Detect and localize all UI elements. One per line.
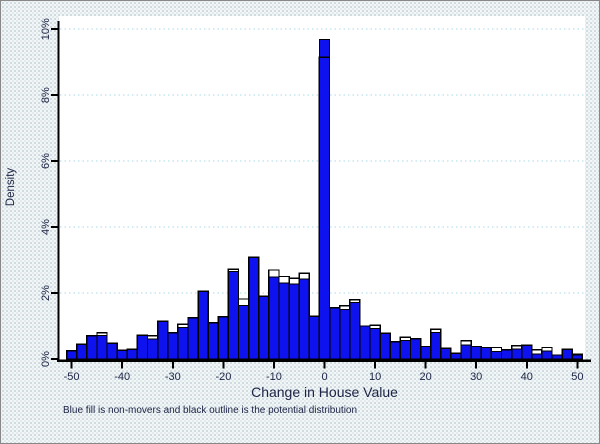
histogram-bar-blue: [450, 352, 462, 360]
histogram-bar-blue: [187, 317, 199, 360]
histogram-bar-blue: [389, 341, 401, 360]
histogram-bar-blue: [318, 39, 330, 360]
histogram-bar-blue: [136, 334, 148, 360]
x-tick-label: -20: [215, 371, 231, 383]
histogram-bar-blue: [379, 332, 391, 360]
histogram-bar-outline: [318, 56, 331, 360]
histogram-bar-blue: [248, 256, 260, 360]
histogram-bar-blue: [217, 316, 229, 360]
histogram-bar-blue: [349, 301, 361, 360]
histogram-bar-blue: [359, 325, 371, 360]
histogram-bar-blue: [511, 348, 523, 360]
histogram-bar-blue: [369, 328, 381, 360]
histogram-bar-blue: [339, 309, 351, 360]
histogram-bar-blue: [197, 290, 209, 360]
histogram-bar-blue: [490, 351, 502, 360]
histogram-bar-blue: [399, 340, 411, 360]
histogram-bar-blue: [76, 343, 88, 360]
histogram-bar-blue: [126, 348, 138, 360]
histogram-bar-blue: [501, 349, 513, 360]
x-tick-label: 0: [321, 371, 327, 383]
histogram-bar-blue: [480, 347, 492, 360]
histogram-bar-blue: [531, 353, 543, 360]
histogram-bar-blue: [106, 342, 118, 360]
x-tick-label: 20: [419, 371, 431, 383]
histogram-bar-blue: [268, 276, 280, 360]
histogram-bar-blue: [470, 346, 482, 360]
y-tick-label: 8%: [40, 87, 52, 103]
x-tick-label: 30: [470, 371, 482, 383]
y-tick-label: 4%: [40, 219, 52, 235]
histogram-bar-blue: [420, 346, 432, 360]
histogram-bar-blue: [288, 283, 300, 360]
histogram-bar-blue: [329, 307, 341, 360]
histogram-bar-blue: [238, 305, 250, 360]
histogram-bar-blue: [541, 350, 553, 360]
y-tick-label: 2%: [40, 285, 52, 301]
histogram-bar-blue: [561, 348, 573, 360]
histogram-bar-blue: [167, 332, 179, 360]
histogram-bar-blue: [258, 295, 270, 360]
histogram-bar-blue: [86, 335, 98, 360]
x-tick-label: 40: [521, 371, 533, 383]
y-tick-label: 6%: [40, 153, 52, 169]
figure-note: Blue fill is non-movers and black outlin…: [63, 405, 358, 416]
x-tick-label: 10: [369, 371, 381, 383]
histogram-bar-blue: [308, 315, 320, 360]
histogram-bar-blue: [207, 322, 219, 360]
histogram-bar-blue: [66, 350, 78, 360]
histogram-bar-blue: [298, 278, 310, 360]
histogram-bar-outline: [541, 346, 553, 360]
x-tick-label: -40: [114, 371, 130, 383]
histogram-bar-outline: [430, 328, 442, 360]
x-tick-label: -30: [165, 371, 181, 383]
x-axis-title: Change in House Value: [251, 384, 398, 400]
y-axis-title: Density: [5, 167, 17, 207]
histogram-bar-blue: [460, 344, 472, 360]
histogram-bar-blue: [278, 282, 290, 360]
histogram-bar-blue: [147, 338, 159, 360]
histogram-bar-blue: [521, 344, 533, 360]
histogram-bar-blue: [430, 332, 442, 360]
histogram-bar-blue: [116, 349, 128, 360]
x-tick-label: -10: [266, 371, 282, 383]
histogram-bar-blue: [227, 271, 239, 360]
histogram-bar-blue: [440, 347, 452, 360]
histogram-bar-blue: [177, 327, 189, 360]
histogram-bar-blue: [157, 320, 169, 360]
histogram-bar-blue: [96, 334, 108, 360]
y-tick-label: 0%: [40, 351, 52, 367]
y-tick-label: 10%: [40, 18, 52, 40]
x-tick-label: 50: [571, 371, 583, 383]
histogram-bar-outline: [571, 353, 584, 360]
x-tick-label: -50: [64, 371, 80, 383]
histogram-bar-blue: [410, 338, 422, 360]
